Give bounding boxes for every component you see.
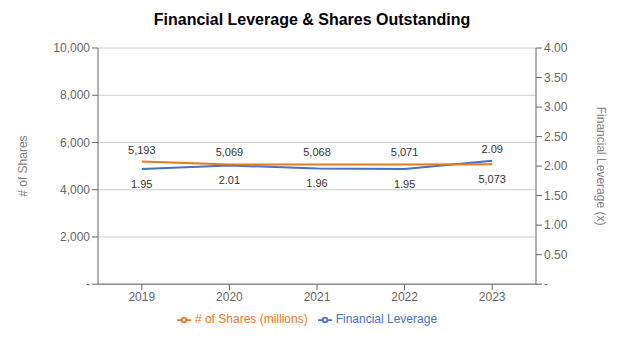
svg-text:5,069: 5,069 [216, 146, 244, 158]
html-text:Financial Leverage & Shares Ou: Financial Leverage & Shares Outstanding [153, 11, 471, 28]
svg-text:4.00: 4.00 [544, 41, 568, 55]
svg-text:2020: 2020 [216, 290, 243, 304]
svg-text:2022: 2022 [391, 290, 418, 304]
svg-text:1.50: 1.50 [544, 189, 568, 203]
svg-text:2.00: 2.00 [544, 159, 568, 173]
svg-text:0.50: 0.50 [544, 248, 568, 262]
svg-text:6,000: 6,000 [60, 136, 90, 150]
svg-text:1.00: 1.00 [544, 218, 568, 232]
svg-text:-: - [544, 277, 548, 291]
svg-text:2023: 2023 [479, 290, 506, 304]
svg-text:Financial Leverage (x): Financial Leverage (x) [594, 107, 608, 226]
svg-text:5,071: 5,071 [391, 146, 419, 158]
svg-text:8,000: 8,000 [60, 88, 90, 102]
svg-text:-: - [86, 277, 90, 291]
svg-text:5,193: 5,193 [128, 144, 156, 156]
svg-text:1.96: 1.96 [306, 177, 327, 189]
svg-text:2.50: 2.50 [544, 130, 568, 144]
svg-text:10,000: 10,000 [53, 41, 90, 55]
svg-text:1.95: 1.95 [131, 178, 152, 190]
html-text:# of Shares (millions): # of Shares (millions) [194, 312, 308, 327]
svg-text:5,073: 5,073 [478, 173, 506, 185]
svg-text:2021: 2021 [304, 290, 331, 304]
svg-text:2019: 2019 [128, 290, 155, 304]
svg-text:4,000: 4,000 [60, 183, 90, 197]
svg-text:2.01: 2.01 [219, 174, 240, 186]
svg-text:# of Shares: # of Shares [16, 135, 30, 196]
svg-text:2,000: 2,000 [60, 230, 90, 244]
svg-text:5,068: 5,068 [303, 146, 331, 158]
svg-text:1.95: 1.95 [394, 178, 415, 190]
html-text:Financial Leverage: Financial Leverage [335, 312, 438, 327]
svg-text:3.00: 3.00 [544, 100, 568, 114]
svg-text:2.09: 2.09 [481, 143, 502, 155]
svg-text:3.50: 3.50 [544, 71, 568, 85]
